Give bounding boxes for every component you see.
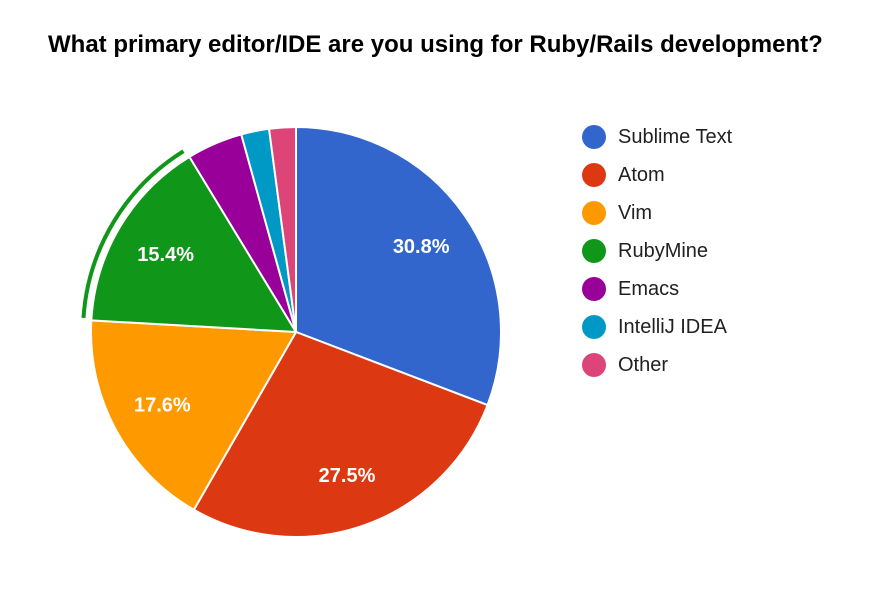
legend-swatch: [582, 125, 606, 149]
legend-swatch: [582, 201, 606, 225]
slice-label-vim: 17.6%: [134, 394, 191, 416]
legend-label: IntelliJ IDEA: [618, 315, 727, 338]
legend-item-other[interactable]: Other: [582, 346, 732, 384]
chart-title: What primary editor/IDE are you using fo…: [48, 31, 823, 58]
slice-label-atom: 27.5%: [319, 465, 376, 487]
legend-label: RubyMine: [618, 239, 709, 262]
legend-label: Vim: [618, 201, 653, 224]
legend-item-sublime-text[interactable]: Sublime Text: [582, 118, 732, 156]
legend-item-vim[interactable]: Vim: [582, 194, 732, 232]
slice-label-rubymine: 15.4%: [137, 244, 194, 266]
highlight-arc-rubymine: [81, 149, 185, 318]
pie-slice-sublime-text[interactable]: [295, 125, 502, 407]
legend-item-rubymine[interactable]: RubyMine: [582, 232, 732, 270]
legend-label: Sublime Text: [618, 125, 733, 148]
legend-swatch: [582, 277, 606, 301]
legend-swatch: [582, 239, 606, 263]
legend-label: Atom: [618, 163, 665, 186]
legend-item-emacs[interactable]: Emacs: [582, 270, 732, 308]
legend-label: Emacs: [618, 277, 680, 300]
legend-swatch: [582, 315, 606, 339]
legend-label: Other: [618, 353, 669, 376]
pie-slice-rubymine[interactable]: [90, 155, 298, 334]
slice-label-sublime-text: 30.8%: [393, 236, 450, 258]
legend-swatch: [582, 353, 606, 377]
legend-swatch: [582, 163, 606, 187]
pie-slice-other[interactable]: [267, 125, 297, 333]
pie-slice-vim[interactable]: [90, 319, 298, 512]
legend-item-intellij-idea[interactable]: IntelliJ IDEA: [582, 308, 732, 346]
legend-item-atom[interactable]: Atom: [582, 156, 732, 194]
chart-legend: Sublime Text Atom Vim RubyMine Emacs Int…: [582, 118, 732, 384]
